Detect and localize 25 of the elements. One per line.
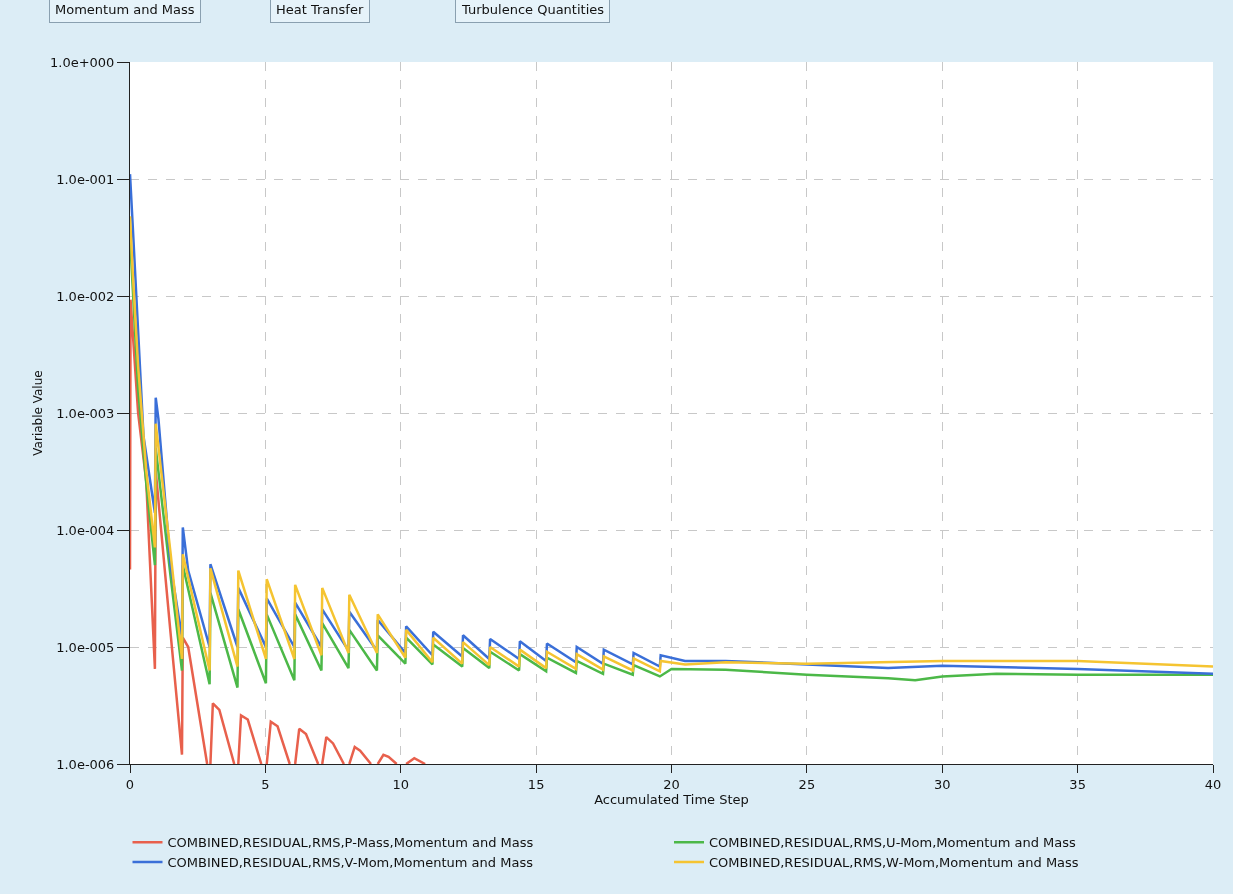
- x-tick-label: 20: [663, 776, 680, 792]
- x-tick-label: 15: [527, 776, 545, 792]
- legend-label: COMBINED,RESIDUAL,RMS,U-Mom,Momentum and Mass: [709, 835, 1077, 851]
- x-tick-label: 35: [1069, 776, 1086, 792]
- y-axis-title: Variable Value: [31, 370, 46, 456]
- x-axis-title: Accumulated Time Step: [594, 792, 749, 808]
- y-tick-label: 1.0e-002: [56, 288, 115, 304]
- x-tick-label: 10: [392, 776, 410, 792]
- x-tick-label: 5: [261, 776, 270, 792]
- legend-label: COMBINED,RESIDUAL,RMS,W-Mom,Momentum and Mass: [709, 855, 1079, 871]
- y-tick-label: 1.0e-001: [56, 171, 115, 187]
- y-tick-label: 1.0e-004: [56, 522, 115, 538]
- y-tick-label: 1.0e+000: [50, 54, 115, 70]
- y-tick-label: 1.0e-003: [56, 405, 115, 421]
- x-tick-label: 0: [125, 776, 135, 792]
- text: Momentum and Mass: [55, 2, 195, 17]
- legend-label: COMBINED,RESIDUAL,RMS,P-Mass,Momentum and Mass: [167, 835, 534, 851]
- x-tick-label: 30: [933, 776, 951, 792]
- y-tick-label: 1.0e-005: [56, 639, 115, 655]
- legend-label: COMBINED,RESIDUAL,RMS,V-Mom,Momentum and Mass: [167, 855, 534, 871]
- x-tick-label: 25: [798, 776, 816, 792]
- text: Heat Transfer: [276, 2, 364, 17]
- y-tick-label: 1.0e-006: [56, 756, 115, 772]
- text: Turbulence Quantities: [461, 2, 605, 17]
- x-tick-label: 40: [1204, 776, 1222, 792]
